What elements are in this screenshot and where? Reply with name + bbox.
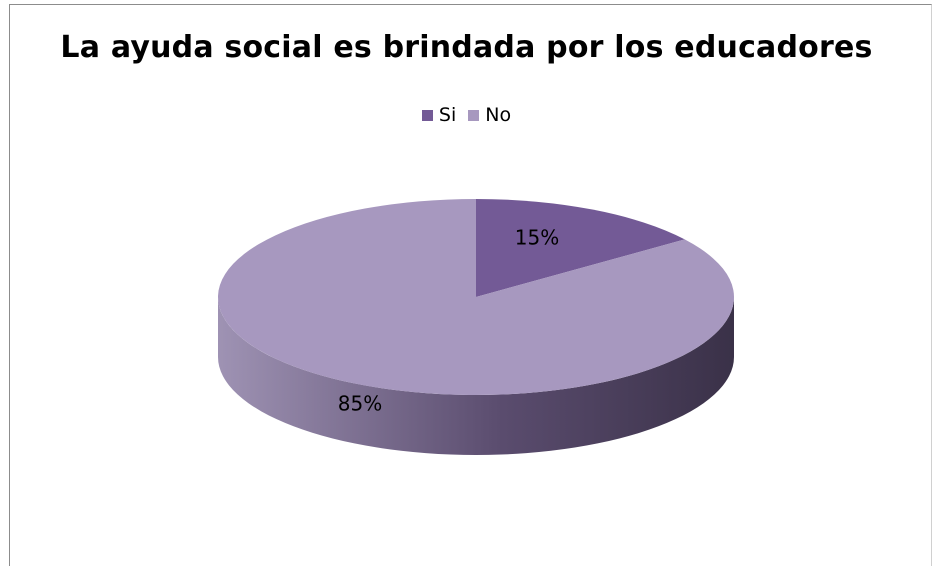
chart-title: La ayuda social es brindada por los educ… xyxy=(60,30,873,65)
legend-label-si: Si xyxy=(438,104,457,126)
legend-swatch-si xyxy=(421,109,433,121)
chart-legend: Si No xyxy=(0,104,933,126)
legend-label-no: No xyxy=(485,104,512,126)
data-label-no: 85% xyxy=(338,392,382,416)
pie-slice-si xyxy=(476,199,685,297)
legend-item-no: No xyxy=(468,104,511,126)
pie-top-face xyxy=(217,199,735,395)
legend-item-si: Si xyxy=(421,104,457,126)
pie-side-wall xyxy=(218,297,734,455)
pie-data-labels: 15% 85% xyxy=(338,226,559,416)
legend-swatch-no xyxy=(468,109,480,121)
data-label-si: 15% xyxy=(515,226,559,250)
pie-side-no xyxy=(218,297,734,455)
pie-slice-no xyxy=(217,199,735,395)
